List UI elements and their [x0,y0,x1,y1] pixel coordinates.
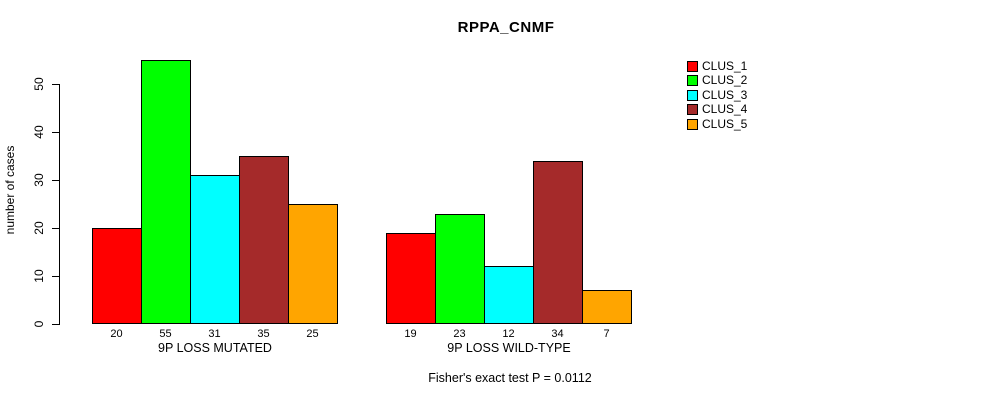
y-axis-line [59,84,60,325]
bar-value-label: 12 [502,328,515,340]
bar-value-label: 23 [453,328,466,340]
legend-label-clus_1: CLUS_1 [702,59,748,73]
bar-value-label: 31 [208,328,221,340]
legend-swatch-clus_4 [687,104,698,116]
y-tick-mark [52,228,59,229]
legend-swatch-clus_3 [687,89,698,101]
legend-label-clus_4: CLUS_4 [702,102,748,117]
y-tick-label: 30 [32,173,46,187]
group-label-mutated: 9P LOSS MUTATED [158,341,272,355]
y-tick-mark [52,84,59,85]
chart-title: RPPA_CNMF [457,19,555,36]
group-label-wild-type: 9P LOSS WILD-TYPE [447,341,571,355]
y-tick-mark [52,180,59,181]
bar-value-label: 25 [306,328,319,340]
y-tick-label: 40 [32,125,46,139]
bar-value-label: 7 [603,328,610,340]
bar-clus_5-group1 [288,204,338,324]
y-tick-mark [52,276,59,277]
y-tick-label: 20 [32,221,46,235]
bar-clus_4-group2 [533,161,583,324]
y-axis-label: number of cases [3,145,17,235]
bar-value-label: 35 [257,328,270,340]
bar-clus_2-group1 [141,60,191,324]
bar-clus_3-group1 [190,175,240,324]
bar-clus_1-group1 [92,228,142,324]
fisher-test-annotation: Fisher's exact test P = 0.0112 [428,371,592,385]
legend-label-clus_5: CLUS_5 [702,116,748,131]
y-tick-mark [52,132,59,133]
legend-swatch-clus_1 [687,61,698,72]
legend-swatch-clus_5 [687,118,698,130]
y-tick-label: 0 [32,320,46,328]
y-tick-label: 10 [32,269,46,283]
bar-value-label: 19 [404,328,417,340]
bar-value-label: 20 [110,328,123,340]
bar-value-label: 34 [551,328,564,340]
legend-swatch-clus_2 [687,75,698,87]
bar-clus_5-group2 [582,290,632,324]
y-tick-mark [52,324,59,325]
bar-clus_1-group2 [386,233,436,324]
bar-clus_4-group1 [239,156,289,324]
bar-value-label: 55 [159,328,172,340]
bar-clus_3-group2 [484,266,534,324]
legend-label-clus_3: CLUS_3 [702,87,748,102]
y-tick-label: 50 [32,77,46,91]
bar-clus_2-group2 [435,214,485,324]
legend-label-clus_2: CLUS_2 [702,73,748,88]
